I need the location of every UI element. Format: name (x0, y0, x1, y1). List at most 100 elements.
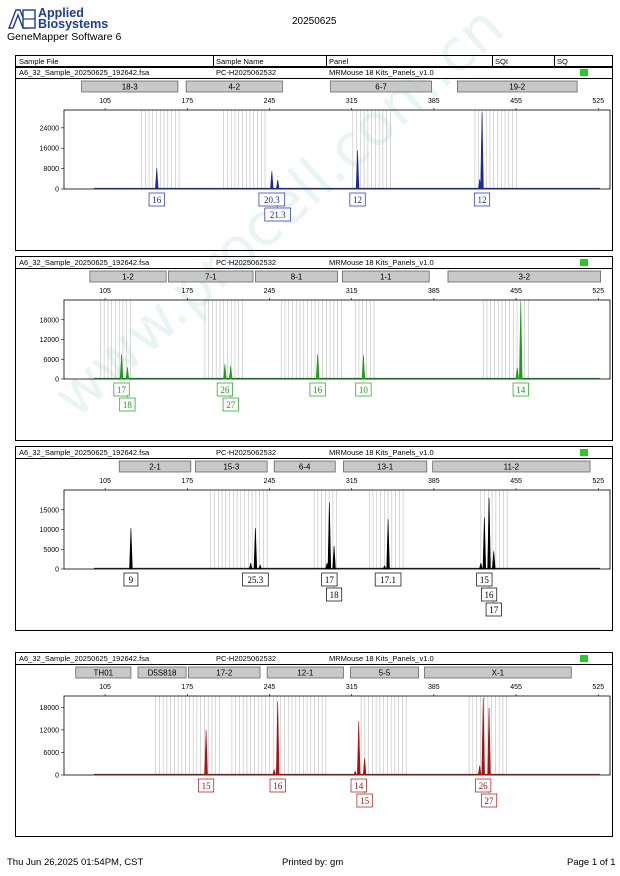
marker-bar: D5S818 (137, 666, 187, 679)
peak (125, 367, 130, 380)
peak (487, 497, 491, 570)
allele-call[interactable]: 18 (119, 395, 136, 412)
applied-biosystems-logo-icon (8, 9, 36, 29)
allele-call-label: 17 (325, 575, 335, 585)
allele-call[interactable]: 27 (222, 395, 239, 412)
allele-call-label: 25.3 (248, 575, 264, 585)
panel-info-row: A6_32_Sample_20250625_192642.fsa PC-H2025… (16, 653, 612, 665)
sample-file-name: A6_32_Sample_20250625_192642.fsa (19, 68, 150, 77)
peak (477, 179, 482, 190)
y-tick-label: 24000 (40, 125, 60, 132)
marker-bar: 1-2 (89, 270, 167, 283)
x-tick-label: 245 (264, 684, 276, 691)
brand-line-1: Applied (38, 6, 84, 20)
sample-name: PC-H2025062532 (216, 258, 277, 267)
allele-bin-group (280, 300, 342, 379)
allele-call-label: 21.3 (270, 210, 286, 220)
peak (386, 519, 390, 570)
marker-bar: 17-2 (188, 666, 261, 679)
x-tick-label: 315 (346, 288, 358, 295)
y-tick-label: 5000 (43, 547, 59, 554)
allele-call[interactable]: 10 (355, 382, 372, 397)
allele-call[interactable]: 12 (473, 192, 491, 207)
allele-call[interactable]: 12 (349, 192, 366, 207)
peak (327, 502, 332, 570)
marker-label: 7-1 (205, 273, 217, 282)
marker-label: 18-3 (122, 83, 139, 92)
y-tick-label: 15000 (40, 507, 60, 514)
peak (492, 551, 496, 570)
allele-call[interactable]: 26 (475, 778, 492, 793)
allele-call[interactable]: 14 (512, 382, 529, 397)
allele-call[interactable]: 15 (356, 791, 373, 808)
x-tick-label: 105 (99, 478, 111, 485)
marker-label: 13-1 (377, 463, 394, 472)
trace (94, 497, 600, 570)
allele-call-label: 18 (123, 400, 133, 410)
allele-call[interactable]: 17 (485, 600, 502, 617)
allele-call-label: 10 (359, 385, 369, 395)
allele-call[interactable]: 18 (326, 585, 343, 602)
allele-bin-group (155, 696, 220, 775)
allele-call[interactable]: 26 (216, 382, 233, 397)
allele-call-label: 26 (220, 385, 230, 395)
y-tick-label: 12000 (40, 727, 60, 734)
y-tick-label: 0 (55, 377, 59, 384)
electropherogram-chart: TH01 D5S818 17-2 12-1 5-5 X-1 105 175 245 315 385 4… (40, 666, 611, 808)
allele-call-label: 17.1 (380, 575, 396, 585)
panel-name: MRMouse 18 Kits_Panels_v1.0 (329, 654, 434, 663)
x-tick-label: 385 (428, 288, 440, 295)
allele-bin-group (210, 490, 268, 569)
y-tick-label: 0 (55, 567, 59, 574)
allele-bin-group (223, 110, 266, 189)
allele-call[interactable]: 16 (269, 778, 286, 793)
allele-call[interactable]: 16 (481, 585, 498, 602)
allele-call[interactable]: 14 (350, 778, 367, 793)
allele-call[interactable]: 25.3 (242, 572, 269, 587)
x-tick-label: 175 (181, 288, 193, 295)
col-sq: SQ (557, 57, 568, 66)
marker-bar: 19-2 (457, 80, 578, 93)
peak (382, 565, 387, 570)
sample-name: PC-H2025062532 (216, 654, 277, 663)
allele-call-label: 9 (129, 575, 134, 585)
marker-label: 2-1 (149, 463, 161, 472)
allele-call-label: 27 (226, 400, 236, 410)
allele-call[interactable]: 17.1 (374, 572, 402, 587)
allele-call[interactable]: 15 (198, 778, 215, 793)
allele-call[interactable]: 17 (321, 572, 338, 587)
allele-call[interactable]: 27 (481, 791, 498, 808)
allele-call[interactable]: 21.3 (264, 205, 291, 222)
marker-label: 1-1 (380, 273, 392, 282)
marker-bar: 5-5 (350, 666, 419, 679)
peak (325, 563, 329, 570)
y-tick-label: 16000 (40, 146, 60, 153)
peak (519, 301, 523, 380)
peak (223, 364, 227, 380)
marker-label: TH01 (94, 669, 114, 678)
peak (515, 367, 519, 380)
panel-name: MRMouse 18 Kits_Panels_v1.0 (329, 258, 434, 267)
allele-call-label: 20.3 (264, 195, 280, 205)
peak (362, 758, 367, 776)
allele-bin-group (354, 300, 375, 379)
allele-call[interactable]: 16 (148, 192, 165, 207)
allele-call[interactable]: 20.3 (258, 192, 286, 207)
sample-name: PC-H2025062532 (216, 68, 277, 77)
peak (229, 365, 233, 380)
panel-info-row: A6_32_Sample_20250625_192642.fsa PC-H2025… (16, 67, 612, 79)
allele-bin-group (352, 110, 391, 189)
plot-frame (63, 695, 611, 776)
peak (481, 697, 485, 776)
panel-name: MRMouse 18 Kits_Panels_v1.0 (329, 68, 434, 77)
allele-call[interactable]: 16 (309, 382, 326, 397)
peak (477, 765, 482, 776)
y-tick-label: 6000 (43, 357, 59, 364)
marker-label: 12-1 (297, 669, 314, 678)
allele-call[interactable]: 9 (123, 572, 139, 587)
electropherogram-chart: 2-1 15-3 6-4 13-1 11-2 105 175 245 315 385 455 525 0… (40, 460, 611, 617)
allele-call[interactable]: 15 (476, 572, 493, 587)
electropherogram-panel: A6_32_Sample_20250625_192642.fsa PC-H2025… (15, 652, 613, 837)
x-tick-label: 455 (510, 288, 522, 295)
allele-call[interactable]: 17 (113, 382, 130, 397)
